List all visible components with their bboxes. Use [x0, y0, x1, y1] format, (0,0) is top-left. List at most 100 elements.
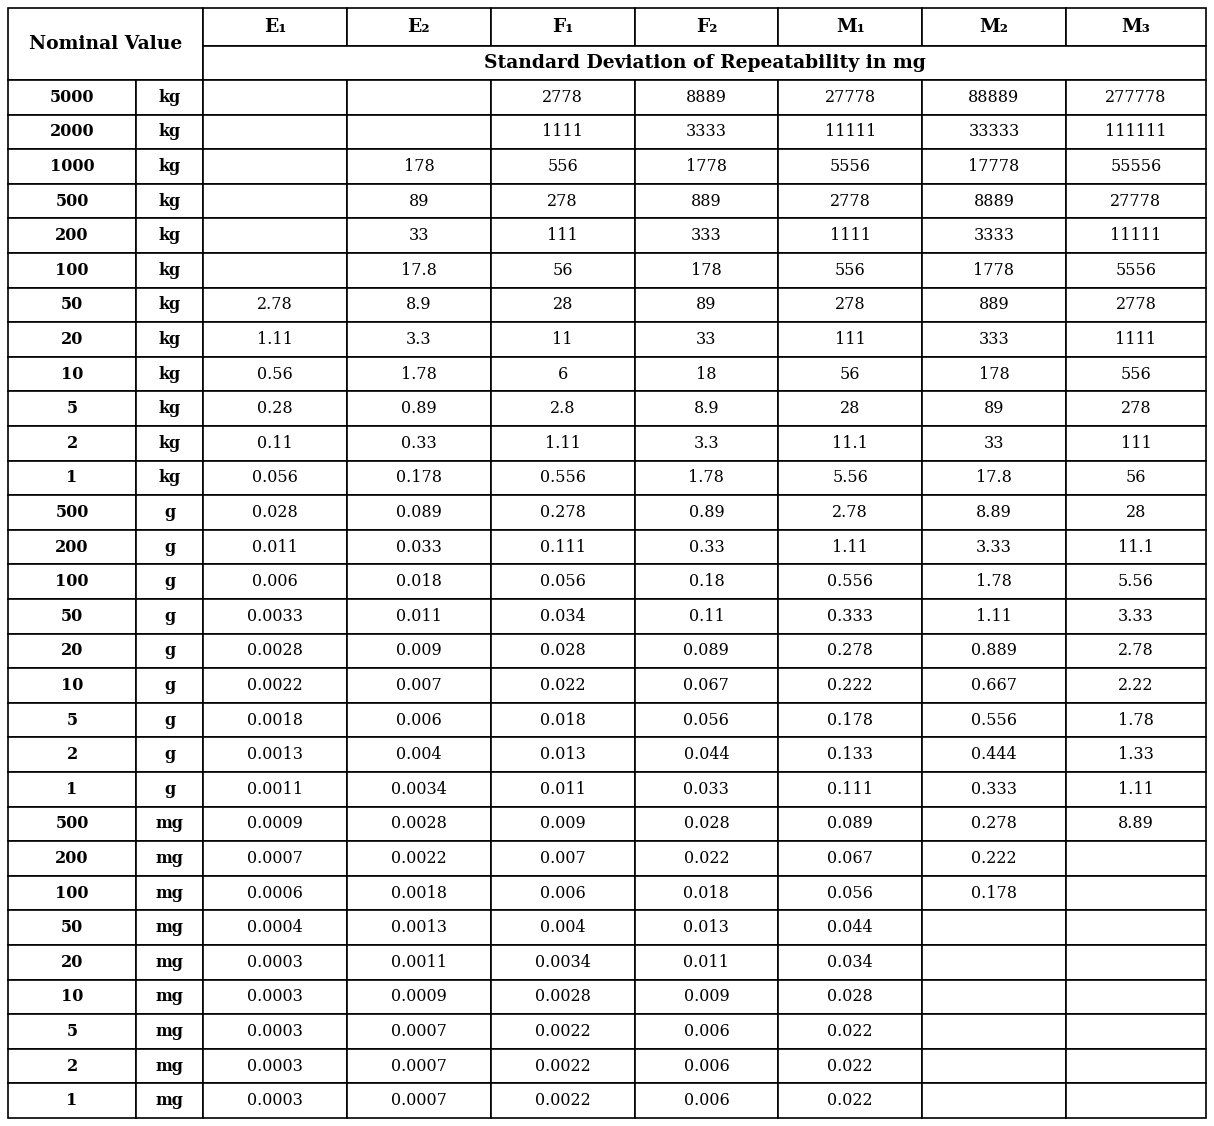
Bar: [490, 392, 635, 426]
Text: 556: 556: [548, 158, 578, 175]
Text: 1.33: 1.33: [1118, 747, 1153, 763]
Bar: [635, 461, 778, 495]
Text: 0.028: 0.028: [827, 989, 873, 1006]
Bar: [635, 495, 778, 530]
Bar: [136, 806, 203, 841]
Bar: [203, 461, 347, 495]
Bar: [1066, 564, 1206, 599]
Bar: [136, 357, 203, 392]
Text: 0.067: 0.067: [827, 850, 873, 867]
Text: 0.044: 0.044: [683, 747, 730, 763]
Bar: [136, 772, 203, 806]
Text: 333: 333: [978, 331, 1009, 348]
Text: 8889: 8889: [974, 193, 1015, 209]
Text: mg: mg: [155, 919, 183, 936]
Bar: [1066, 322, 1206, 357]
Bar: [923, 806, 1066, 841]
Bar: [8, 876, 136, 911]
Bar: [8, 530, 136, 564]
Bar: [1066, 1048, 1206, 1083]
Bar: [490, 772, 635, 806]
Text: 278: 278: [835, 296, 866, 313]
Text: 0.011: 0.011: [540, 780, 585, 798]
Bar: [136, 287, 203, 322]
Text: g: g: [164, 538, 175, 555]
Bar: [923, 1048, 1066, 1083]
Bar: [635, 150, 778, 184]
Bar: [1066, 253, 1206, 287]
Text: 1111: 1111: [1116, 331, 1157, 348]
Text: 2778: 2778: [543, 89, 583, 106]
Bar: [923, 322, 1066, 357]
Bar: [778, 703, 923, 738]
Bar: [923, 980, 1066, 1015]
Text: 0.089: 0.089: [827, 815, 873, 832]
Text: mg: mg: [155, 989, 183, 1006]
Text: 0.011: 0.011: [683, 954, 730, 971]
Text: 1: 1: [67, 780, 78, 798]
Text: mg: mg: [155, 1024, 183, 1040]
Text: F₂: F₂: [696, 18, 717, 36]
Text: g: g: [164, 780, 175, 798]
Bar: [490, 8, 635, 46]
Bar: [8, 287, 136, 322]
Bar: [203, 703, 347, 738]
Text: 1111: 1111: [829, 227, 870, 244]
Text: 0.089: 0.089: [396, 504, 442, 521]
Text: kg: kg: [159, 470, 181, 486]
Bar: [635, 806, 778, 841]
Text: 2: 2: [67, 1057, 78, 1074]
Text: 1.11: 1.11: [833, 538, 868, 555]
Bar: [490, 530, 635, 564]
Text: 0.022: 0.022: [683, 850, 730, 867]
Text: 0.022: 0.022: [828, 1057, 873, 1074]
Text: Standard Deviation of Repeatability in mg: Standard Deviation of Repeatability in m…: [483, 54, 925, 72]
Text: 0.33: 0.33: [401, 435, 437, 452]
Text: 1000: 1000: [50, 158, 95, 175]
Text: 8.89: 8.89: [1118, 815, 1153, 832]
Bar: [347, 392, 490, 426]
Text: 278: 278: [548, 193, 578, 209]
Text: 10: 10: [61, 989, 84, 1006]
Bar: [136, 1048, 203, 1083]
Text: 5556: 5556: [1116, 262, 1157, 279]
Text: mg: mg: [155, 885, 183, 902]
Text: 0.011: 0.011: [396, 608, 442, 625]
Bar: [635, 1015, 778, 1048]
Bar: [1066, 806, 1206, 841]
Bar: [923, 530, 1066, 564]
Bar: [490, 703, 635, 738]
Bar: [347, 322, 490, 357]
Bar: [635, 738, 778, 772]
Bar: [1066, 703, 1206, 738]
Bar: [923, 738, 1066, 772]
Text: 11: 11: [552, 331, 573, 348]
Text: 2000: 2000: [50, 124, 95, 141]
Bar: [923, 1015, 1066, 1048]
Bar: [923, 703, 1066, 738]
Text: 0.178: 0.178: [396, 470, 442, 486]
Bar: [778, 80, 923, 115]
Text: 5.56: 5.56: [1118, 573, 1153, 590]
Bar: [1066, 945, 1206, 980]
Text: 0.0009: 0.0009: [248, 815, 304, 832]
Bar: [1066, 8, 1206, 46]
Text: 0.278: 0.278: [971, 815, 1017, 832]
Text: 89: 89: [696, 296, 716, 313]
Bar: [8, 253, 136, 287]
Bar: [8, 461, 136, 495]
Bar: [778, 1015, 923, 1048]
Text: 11.1: 11.1: [833, 435, 868, 452]
Text: 11.1: 11.1: [1118, 538, 1153, 555]
Text: mg: mg: [155, 815, 183, 832]
Bar: [8, 8, 203, 80]
Bar: [203, 392, 347, 426]
Bar: [490, 738, 635, 772]
Text: g: g: [164, 608, 175, 625]
Text: 100: 100: [56, 573, 89, 590]
Text: 0.0022: 0.0022: [391, 850, 447, 867]
Text: mg: mg: [155, 954, 183, 971]
Bar: [490, 426, 635, 461]
Text: 0.022: 0.022: [540, 677, 585, 694]
Bar: [1066, 530, 1206, 564]
